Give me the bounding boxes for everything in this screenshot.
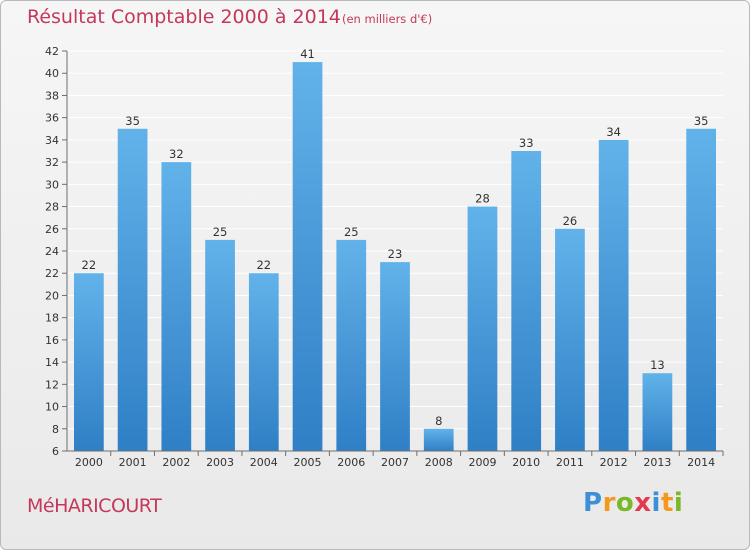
x-tick-label-2008: 2008	[425, 456, 453, 469]
x-tick-label-2013: 2013	[643, 456, 671, 469]
bar-2010	[511, 151, 542, 451]
data-label-2010: 33	[519, 136, 534, 150]
bar-2007	[380, 262, 410, 451]
x-tick-label-2004: 2004	[250, 456, 278, 469]
y-tick-label: 40	[45, 67, 59, 80]
data-label-2004: 22	[256, 258, 271, 272]
bar-2001	[117, 128, 148, 451]
data-label-2011: 26	[563, 214, 578, 228]
y-tick-label: 12	[45, 378, 59, 391]
bar-2009	[467, 206, 498, 451]
data-label-2014: 35	[694, 114, 709, 128]
data-label-2003: 25	[213, 225, 228, 239]
data-label-2002: 32	[169, 147, 184, 161]
y-tick-label: 6	[52, 445, 59, 458]
y-tick-label: 10	[45, 401, 59, 414]
bar-2011	[555, 228, 585, 451]
y-tick-label: 26	[45, 223, 59, 236]
y-tick-label: 14	[45, 356, 59, 369]
bar-2005	[292, 62, 323, 451]
y-tick-label: 22	[45, 267, 59, 280]
bar-2013	[642, 373, 673, 451]
x-tick-label-2002: 2002	[162, 456, 190, 469]
data-label-2001: 35	[125, 114, 140, 128]
data-label-2008: 8	[435, 414, 442, 428]
x-tick-label-2007: 2007	[381, 456, 409, 469]
proxiti-logo: Proxiti	[583, 488, 683, 518]
logo-letter: o	[615, 488, 635, 518]
x-tick-label-2009: 2009	[468, 456, 496, 469]
y-tick-label: 32	[45, 156, 59, 169]
logo-letter: t	[660, 488, 674, 518]
x-tick-label-2006: 2006	[337, 456, 365, 469]
y-tick-label: 28	[45, 201, 59, 214]
logo-letter: r	[602, 488, 616, 518]
logo-letter: i	[673, 488, 684, 518]
x-tick-label-2005: 2005	[294, 456, 322, 469]
data-label-2005: 41	[300, 47, 315, 61]
data-label-2013: 13	[650, 358, 665, 372]
axes: 6 8 10 12 14 16 18 20 22 24 26 28 30 32 34 36 38 40 42 2000…	[45, 45, 724, 469]
bar-2003	[205, 239, 235, 451]
bar-2014	[686, 128, 717, 451]
data-label-2006: 25	[344, 225, 359, 239]
data-label-2000: 22	[82, 258, 97, 272]
y-tick-label: 8	[52, 423, 59, 436]
bar-2004	[248, 273, 279, 451]
y-tick-label: 16	[45, 334, 59, 347]
x-tick-label-2012: 2012	[600, 456, 628, 469]
x-tick-label-2003: 2003	[206, 456, 234, 469]
x-tick-label-2011: 2011	[556, 456, 584, 469]
data-label-2012: 34	[606, 125, 621, 139]
chart-subtitle: (en milliers d'€)	[342, 12, 433, 26]
y-tick-label: 34	[45, 134, 59, 147]
y-tick-label: 30	[45, 178, 59, 191]
chart-title: Résultat Comptable 2000 à 2014	[27, 6, 341, 28]
x-tick-label-2000: 2000	[75, 456, 103, 469]
bar-2006	[336, 239, 367, 451]
logo-letter: P	[583, 488, 603, 518]
labels: 22 35 32 25 22 41 25 23 8 28 33 26 34 13 35	[82, 47, 709, 428]
x-tick-label-2010: 2010	[512, 456, 540, 469]
y-tick-label: 20	[45, 289, 59, 302]
logo-letter: i	[651, 488, 661, 518]
bar-2002	[161, 162, 192, 451]
y-tick-label: 18	[45, 312, 59, 325]
data-label-2007: 23	[388, 247, 403, 261]
bars	[73, 62, 717, 451]
bar-2008	[423, 428, 454, 451]
data-label-2009: 28	[475, 192, 490, 206]
y-tick-label: 36	[45, 112, 59, 125]
bar-2012	[598, 139, 629, 451]
x-tick-label-2001: 2001	[119, 456, 147, 469]
bar-2000	[73, 273, 104, 451]
y-tick-label: 24	[45, 245, 59, 258]
x-tick-label-2014: 2014	[687, 456, 715, 469]
commune-name: MéHARICOURT	[27, 495, 162, 517]
logo-letter: x	[634, 488, 652, 518]
y-tick-label: 38	[45, 89, 59, 102]
y-tick-label: 42	[45, 45, 59, 58]
